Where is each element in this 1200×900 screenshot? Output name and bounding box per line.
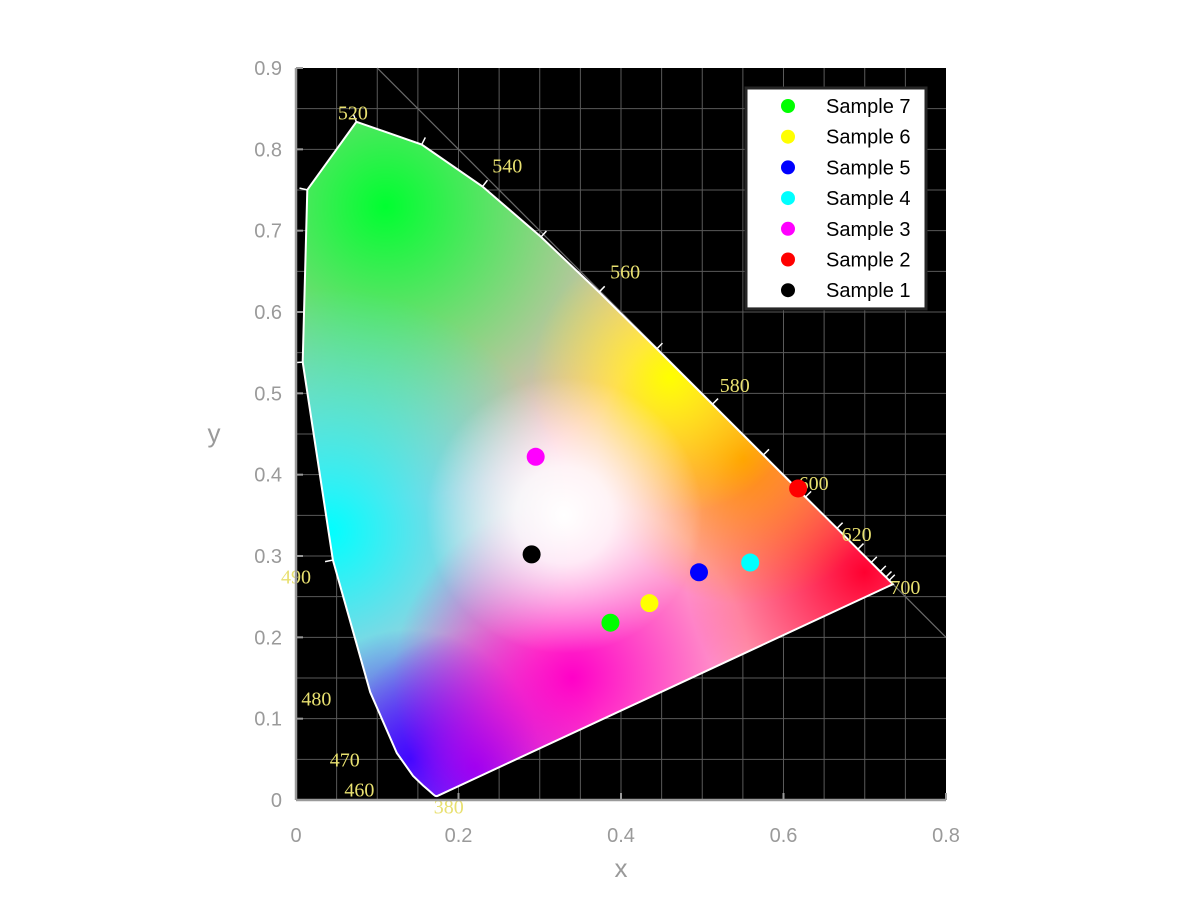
legend-label: Sample 3 [826,219,911,241]
axes: 0 0.2 0.4 0.6 0.8 0 0.1 0.2 0.3 0.4 0.5 0.6 0.7 0.8 0.… [254,58,960,847]
legend-box [744,86,928,311]
wavelength-label: 620 [842,524,872,546]
y-tick-label: 0.9 [254,58,282,80]
y-axis-label: y [208,418,221,448]
wavelength-label: 460 [344,779,374,801]
wavelength-label: 380 [434,797,464,819]
x-tick-label: 0.2 [445,825,473,847]
y-tick-label: 0.8 [254,139,282,161]
sample-point [789,479,808,498]
sample-points [522,447,808,632]
wavelength-label: 560 [610,261,640,283]
legend-marker [781,283,795,298]
wavelength-tick [836,522,844,529]
legend-label: Sample 5 [826,157,911,179]
y-tick-label: 0.4 [254,465,282,487]
y-tick-label: 0 [271,790,282,812]
wavelength-tick [324,559,334,563]
legend-marker [781,191,795,206]
legend-label: Sample 4 [826,188,911,210]
sample-point [741,553,760,572]
wavelength-ticks [294,114,896,581]
x-axis-label: x [615,853,628,883]
wavelength-tick [885,570,893,578]
y-tick-label: 0.1 [254,709,282,731]
wavelength-tick [870,556,878,564]
x-tick-label: 0.6 [770,825,798,847]
wavelength-tick [762,448,770,456]
legend-label: Sample 1 [826,280,911,302]
wavelength-tick [804,490,812,498]
wavelength-label: 480 [301,688,331,710]
y-tick-label: 0.7 [254,221,282,243]
legend-label: Sample 7 [826,96,911,118]
wavelength-label: 540 [492,156,522,178]
wavelength-tick [598,285,606,293]
wavelength-label: 580 [720,375,750,397]
wavelength-tick [857,543,865,550]
x-tick-label: 0.8 [932,825,960,847]
wavelength-tick [421,137,427,145]
legend-label: Sample 2 [826,250,911,272]
wavelength-tick [879,565,887,573]
legend-marker [781,221,795,236]
wavelength-label: 700 [890,577,920,599]
wavelength-tick [656,342,663,350]
wavelength-label: 470 [330,749,360,771]
sample-point [640,594,659,613]
sample-point [526,447,545,466]
wavelength-tick [888,574,896,581]
spectral-locus-outline [301,120,895,798]
legend-label: Sample 6 [826,127,911,149]
sample-point [690,563,708,582]
legend-marker [781,160,795,175]
y-tick-label: 0.3 [254,546,282,568]
wavelength-label: 520 [338,103,368,125]
y-tick-label: 0.6 [254,302,282,324]
legend-marker [781,99,795,113]
wavelength-tick [299,187,308,191]
legend: Sample 7 Sample 6 Sample 5 Sample 4 Sample 3… [744,86,928,311]
x-tick-label: 0.4 [607,825,635,847]
wavelength-tick [711,398,719,405]
sample-point [601,613,620,632]
y-tick-label: 0.5 [254,383,282,405]
legend-marker [781,252,795,267]
wavelength-tick [352,114,358,123]
y-tick-label: 0.2 [254,627,282,649]
wavelength-tick [481,179,489,187]
legend-marker [781,129,795,144]
wavelength-tick [540,230,547,238]
x-tick-label: 0 [290,825,301,847]
sample-point [522,545,541,564]
